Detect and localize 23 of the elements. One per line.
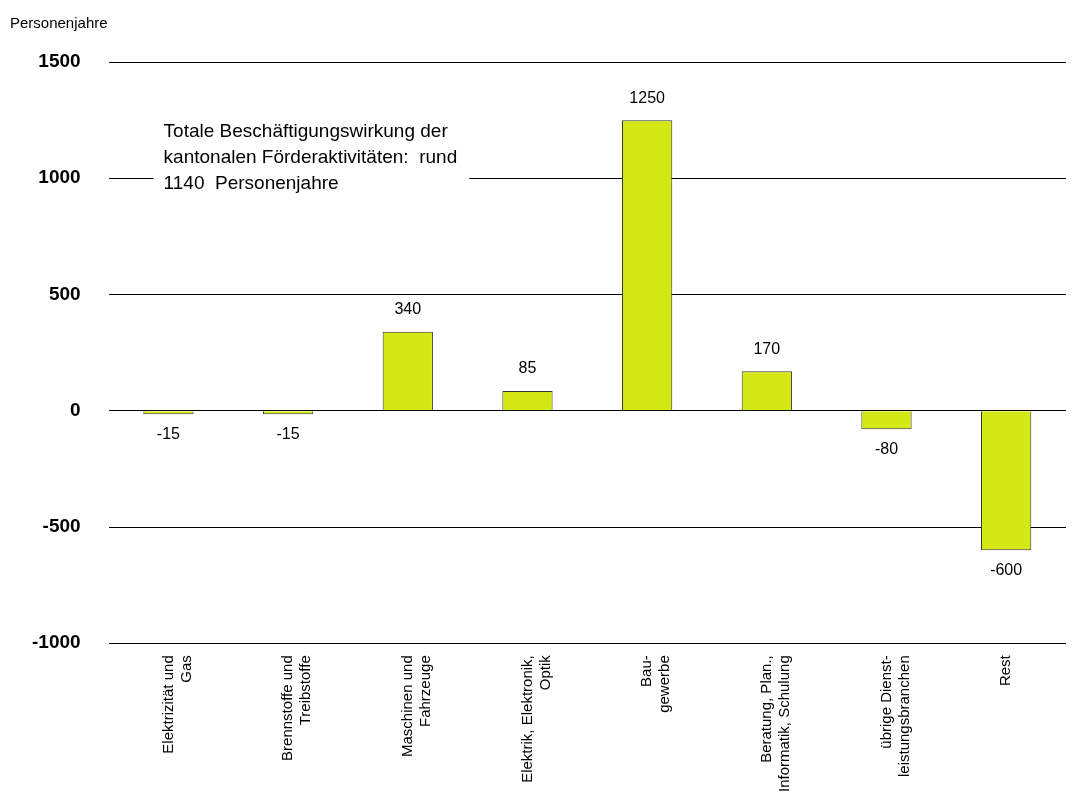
- data-label: -15: [276, 424, 300, 442]
- data-label: -600: [990, 560, 1023, 578]
- y-tick-label: 500: [48, 282, 81, 304]
- x-tick-label: Rest: [996, 654, 1014, 687]
- annotation: Totale Beschäftigungswirkung der kantonalen Förderaktivitäten: rund 1140 Personenjahre: [163, 120, 458, 194]
- data-label: 340: [394, 300, 422, 318]
- data-label: 170: [753, 339, 781, 357]
- data-label: -80: [874, 439, 899, 457]
- y-tick-label: 1000: [38, 166, 81, 188]
- y-tick-label: 1500: [38, 50, 81, 72]
- x-tick-label: Maschinen und Fahrzeuge: [397, 655, 433, 757]
- y-axis-title: Personenjahre: [10, 14, 108, 32]
- data-label: -15: [156, 424, 181, 442]
- data-label: 85: [518, 359, 537, 377]
- y-tick-label: -1000: [31, 631, 81, 653]
- x-tick-label: Elektrik, Elektronik, Optik: [517, 654, 553, 783]
- x-tick-label: übrige Dienst- leistungsbranchen: [876, 655, 912, 778]
- x-tick-label: Bau- gewerbe: [637, 655, 673, 713]
- data-label: 1250: [629, 88, 666, 106]
- x-tick-label: Elektrizität und Gas: [158, 655, 194, 754]
- x-tick-label: Brennstoffe und Treibstoffe: [278, 655, 314, 761]
- y-tick-label: -500: [42, 515, 81, 537]
- y-tick-label: 0: [70, 398, 81, 420]
